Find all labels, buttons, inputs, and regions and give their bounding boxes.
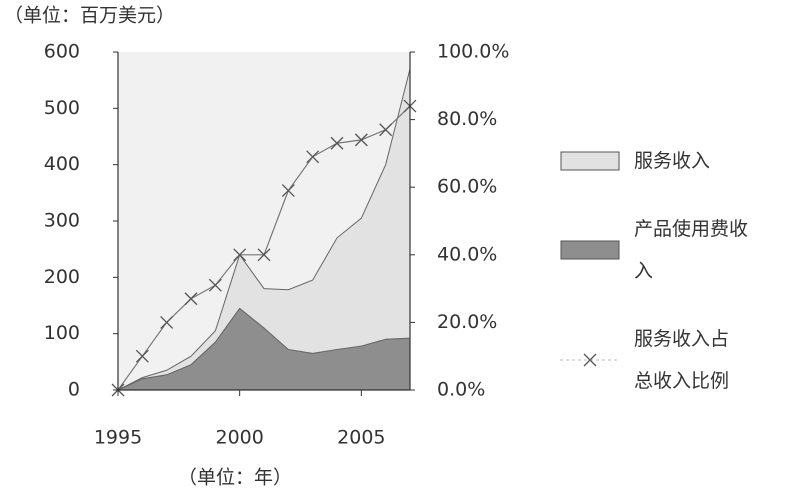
ratio-marker [257,248,271,262]
legend-marker [583,353,597,367]
y-axis-unit: （单位：百万美元） [4,5,175,27]
y2-tick-label: 0.0% [437,379,485,401]
ratio-marker [354,133,368,147]
x-axis-unit: （单位：年） [178,467,292,489]
legend-key [560,151,620,171]
ratio-marker [208,278,222,292]
legend-key [560,240,620,260]
legend-label: 服务收入占总收入比例 [634,328,730,392]
x-tick-label: 1995 [94,427,142,449]
legend-label: 产品使用费收入 [634,218,749,282]
ratio-marker [135,349,149,363]
y-tick-label: 300 [44,210,80,232]
ratio-marker [184,292,198,306]
legend-swatch [560,151,620,171]
x-tick-label: 2000 [215,427,263,449]
y-tick-label: 600 [44,41,80,63]
legend: 服务收入产品使用费收入 服务收入占总收入比例 [560,140,800,428]
y-tick-label: 100 [44,322,80,344]
ratio-marker [379,123,393,137]
y-tick-label: 0 [68,379,80,401]
ratio-marker [306,150,320,164]
y-tick-label: 200 [44,266,80,288]
legend-key [560,353,620,367]
ratio-marker [281,184,295,198]
y-tick-label: 500 [44,97,80,119]
ratio-marker [330,136,344,150]
y-tick-label: 400 [44,153,80,175]
y2-tick-label: 20.0% [437,311,497,333]
y2-tick-label: 60.0% [437,176,497,198]
y2-tick-label: 40.0% [437,243,497,265]
legend-item: 服务收入占总收入比例 [560,318,800,402]
legend-label: 服务收入 [634,150,711,172]
ratio-marker [160,315,174,329]
x-tick-label: 2005 [337,427,385,449]
ratio-marker [233,248,247,262]
legend-item: 服务收入 [560,140,800,182]
legend-swatch [560,240,620,260]
y2-tick-label: 80.0% [437,108,497,130]
y2-tick-label: 100.0% [437,41,509,63]
legend-item: 产品使用费收入 [560,208,800,292]
